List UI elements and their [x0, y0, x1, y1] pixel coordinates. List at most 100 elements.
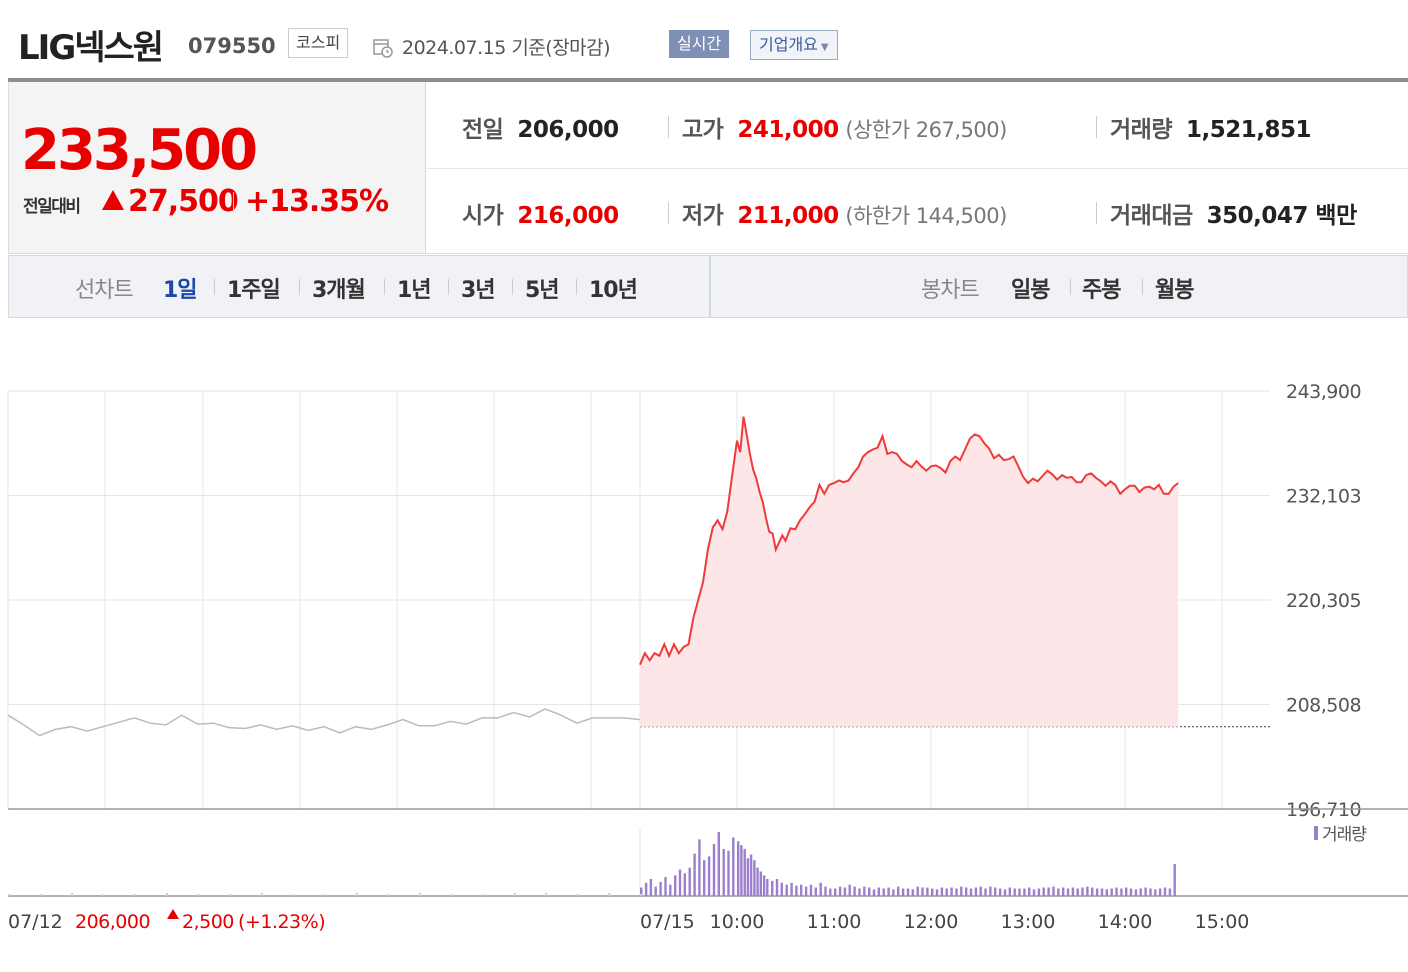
- volume-bar: [795, 885, 798, 896]
- tabs-divider: [709, 256, 711, 317]
- volume-bar: [775, 879, 779, 896]
- volume-bar: [722, 848, 725, 896]
- volume-bar: [1100, 888, 1104, 896]
- tab-1-year[interactable]: 1년: [397, 278, 432, 303]
- stat-label: 전일: [462, 117, 504, 143]
- change-label: 전일대비: [23, 197, 81, 217]
- dropdown-arrow-icon: ▼: [820, 42, 829, 53]
- volume-bar: [804, 886, 808, 896]
- volume-bar: [1047, 887, 1050, 896]
- tab-3-years[interactable]: 3년: [461, 278, 496, 303]
- volume-bar: [678, 869, 682, 896]
- y-tick-label: 220,305: [1286, 590, 1361, 612]
- tab-3-months[interactable]: 3개월: [312, 278, 366, 303]
- prev-volume-bar: [418, 893, 421, 896]
- line-chart-label: 선차트: [75, 278, 134, 303]
- volume-bar: [921, 887, 924, 896]
- volume-bar: [698, 839, 701, 896]
- prev-day-change: 2,500: [182, 911, 234, 933]
- prev-volume-bar: [450, 894, 453, 896]
- stat-label: 고가: [682, 117, 724, 143]
- volume-bar: [683, 873, 686, 896]
- upper-limit: (상한가 267,500): [845, 118, 1007, 142]
- tab-separator: [448, 279, 449, 295]
- volume-bar: [740, 845, 743, 896]
- volume-bar: [814, 887, 817, 896]
- prev-volume-bar: [166, 893, 168, 896]
- volume-bar: [749, 854, 753, 896]
- volume-bar: [829, 888, 832, 896]
- volume-bar: [1154, 889, 1157, 896]
- volume-bar: [1173, 863, 1176, 896]
- volume-bar: [868, 887, 871, 896]
- tab-separator: [384, 279, 385, 295]
- volume-bar: [935, 889, 939, 896]
- volume-bar: [877, 887, 880, 896]
- chart-period-tabs: 선차트 1일 1주일 3개월 1년 3년 5년 10년 봉차트 일봉 주봉 월봉: [8, 255, 1408, 318]
- tab-1-day[interactable]: 1일: [163, 278, 198, 303]
- tab-daily-candle[interactable]: 일봉: [1011, 278, 1050, 303]
- volume-bar: [940, 887, 944, 896]
- volume-bar: [1168, 888, 1172, 896]
- volume-bar: [998, 888, 1002, 896]
- tab-1-week[interactable]: 1주일: [227, 278, 281, 303]
- x-tick-label: 14:00: [1098, 911, 1153, 933]
- prev-volume-bar: [102, 894, 105, 896]
- volume-bar: [863, 886, 866, 896]
- volume-bar: [659, 881, 662, 896]
- tab-monthly-candle[interactable]: 월봉: [1155, 278, 1194, 303]
- volume-bar: [762, 875, 766, 896]
- realtime-button[interactable]: 실시간: [669, 30, 730, 58]
- stat-separator: [668, 116, 669, 138]
- tab-weekly-candle[interactable]: 주봉: [1082, 278, 1121, 303]
- volume-bar: [771, 880, 774, 896]
- volume-bar: [882, 888, 885, 896]
- volume-bar: [960, 886, 963, 896]
- volume-bar: [897, 886, 900, 896]
- volume-bar: [1013, 888, 1016, 896]
- volume-bar: [984, 888, 987, 896]
- volume-bar: [1091, 887, 1094, 896]
- volume-bar: [1062, 887, 1065, 896]
- prev-volume-bar: [324, 894, 326, 896]
- prev-volume-bar: [134, 894, 137, 896]
- volume-bar: [1086, 886, 1089, 896]
- volume-bar: [780, 882, 783, 896]
- volume-bar: [1071, 887, 1075, 896]
- tab-separator: [512, 279, 513, 295]
- stats-row-divider: [427, 168, 1408, 169]
- volume-bar: [974, 887, 978, 896]
- prev-volume-bar: [197, 894, 200, 896]
- market-badge: 코스피: [288, 28, 349, 58]
- volume-bar: [674, 875, 677, 896]
- tab-5-years[interactable]: 5년: [525, 278, 560, 303]
- volume-bar: [838, 886, 842, 896]
- volume-bar: [1028, 887, 1031, 896]
- volume-bar: [1144, 887, 1147, 896]
- volume-bar: [703, 860, 706, 896]
- prev-day-change-pct: (+1.23%): [238, 911, 325, 933]
- prev-volume-bar: [482, 894, 484, 896]
- x-tick-label: 07/15: [640, 911, 695, 933]
- stat-value: 206,000: [517, 117, 619, 143]
- stock-header: LIG넥스원 079550 코스피 2024.07.15 기준(장마감) 실시간…: [0, 0, 1408, 82]
- tab-10-years[interactable]: 10년: [589, 278, 638, 303]
- stat-amount: 거래대금 350,047 백만: [1110, 196, 1357, 230]
- stat-low: 저가 211,000 (하한가 144,500): [682, 196, 1007, 230]
- stat-value: 211,000: [737, 203, 839, 229]
- candle-chart-label: 봉차트: [921, 278, 980, 303]
- company-overview-button[interactable]: 기업개요 ▼: [750, 30, 838, 60]
- volume-bar: [766, 879, 769, 896]
- tab-separator: [576, 279, 577, 295]
- intraday-chart: 243,900 232,103 220,305 208,508 196,710 거래량 07…: [7, 381, 1408, 933]
- prev-volume-bar: [545, 893, 548, 896]
- prev-volume-bar: [355, 893, 358, 896]
- x-tick-label: 10:00: [710, 911, 765, 933]
- stat-prev-close: 전일 206,000: [462, 110, 619, 144]
- lower-limit: (하한가 144,500): [845, 204, 1007, 228]
- stat-open: 시가 216,000: [462, 196, 619, 230]
- stat-value: 350,047 백만: [1206, 203, 1358, 229]
- prev-volume-bar: [608, 893, 611, 896]
- volume-bar: [759, 871, 762, 896]
- x-tick-label: 07/12: [8, 911, 63, 933]
